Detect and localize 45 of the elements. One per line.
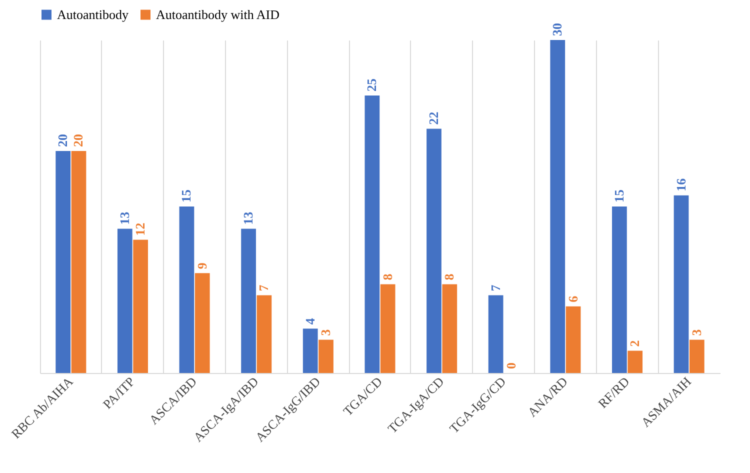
data-label: 20 bbox=[70, 134, 86, 147]
legend-label: Autoantibody with AID bbox=[156, 6, 280, 22]
bar bbox=[56, 151, 71, 373]
data-label: 0 bbox=[503, 362, 518, 369]
data-label: 9 bbox=[194, 262, 210, 270]
bar bbox=[302, 328, 318, 373]
data-label: 8 bbox=[380, 273, 395, 280]
bar bbox=[674, 195, 689, 373]
bar bbox=[566, 306, 581, 373]
bar bbox=[179, 206, 194, 373]
data-label: 8 bbox=[442, 273, 457, 280]
bar bbox=[364, 96, 380, 373]
bar bbox=[117, 228, 132, 373]
data-label: 20 bbox=[55, 134, 70, 147]
bar bbox=[689, 340, 704, 373]
bar bbox=[612, 206, 627, 373]
data-label: 15 bbox=[178, 189, 194, 202]
bar bbox=[194, 273, 210, 373]
bar bbox=[442, 284, 458, 373]
data-label: 15 bbox=[611, 189, 626, 202]
data-label: 22 bbox=[426, 112, 441, 125]
bar bbox=[241, 228, 256, 373]
bar bbox=[256, 295, 272, 373]
bar bbox=[380, 284, 396, 373]
bar bbox=[71, 151, 86, 373]
data-label: 7 bbox=[488, 284, 503, 292]
data-label: 25 bbox=[364, 78, 380, 92]
data-label: 13 bbox=[240, 211, 256, 225]
data-label: 12 bbox=[132, 222, 148, 236]
data-label: 6 bbox=[565, 295, 580, 302]
data-label: 30 bbox=[550, 23, 565, 36]
data-label: 2 bbox=[627, 340, 642, 347]
legend-label: Autoantibody bbox=[57, 6, 129, 22]
bar bbox=[550, 40, 566, 373]
data-label: 3 bbox=[688, 328, 704, 336]
data-label: 4 bbox=[302, 318, 318, 325]
data-label: 16 bbox=[673, 178, 688, 192]
bar bbox=[426, 128, 442, 373]
data-label: 3 bbox=[318, 328, 334, 336]
bar bbox=[488, 295, 504, 373]
data-label: 7 bbox=[256, 284, 272, 292]
data-label: 13 bbox=[116, 211, 132, 225]
bar bbox=[628, 350, 643, 373]
bar bbox=[133, 240, 148, 373]
bar bbox=[318, 340, 334, 373]
